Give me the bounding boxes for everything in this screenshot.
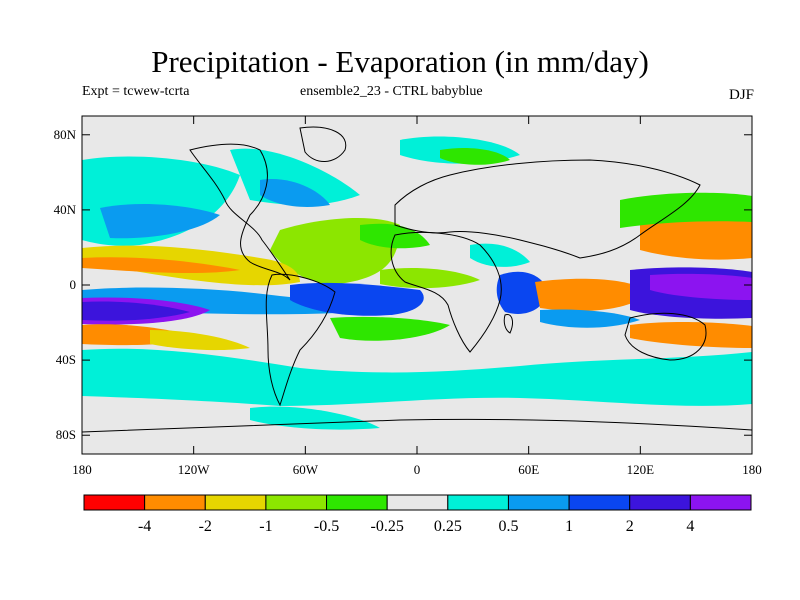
colorbar-label: 2 — [626, 518, 634, 535]
lon-tick-label: 0 — [414, 462, 421, 477]
field-atl-eq-green — [380, 268, 480, 289]
colorbar-swatch — [326, 494, 388, 511]
field-npacific-blue — [100, 204, 220, 239]
colorbar-swatch — [144, 494, 206, 511]
colorbar-swatch — [568, 494, 631, 511]
field-southern-ocean — [82, 348, 752, 406]
field-africa-cyan — [470, 243, 530, 267]
colorbar-label: 4 — [686, 518, 694, 535]
coastlines — [82, 126, 752, 433]
field-nwpac-orange — [640, 215, 752, 260]
colorbar-swatch — [447, 494, 509, 511]
lat-tick-label: 80S — [56, 427, 76, 442]
colorbar-label: -0.25 — [371, 518, 404, 535]
lon-tick-label: 120W — [178, 462, 211, 477]
lon-tick-label: 180 — [742, 462, 762, 477]
field-natl-blue — [260, 179, 330, 207]
field-io-orange — [535, 278, 650, 311]
colorbar-label: -2 — [199, 518, 212, 535]
lat-axis: 80N 40N 0 40S 80S — [54, 127, 752, 442]
colorbar-swatch — [629, 494, 691, 511]
colorbar-swatch — [386, 494, 449, 511]
field-samerica-blue — [290, 282, 424, 316]
coast-africa — [390, 231, 502, 353]
expt-label: Expt = tcwew-tcrta — [82, 84, 190, 99]
season-label: DJF — [728, 87, 754, 103]
lon-tick-label: 120E — [627, 462, 655, 477]
lat-tick-label: 0 — [70, 277, 77, 292]
lon-axis: 180 120W 60W 0 60E 120E 180 — [72, 116, 762, 477]
coast-madagascar — [503, 313, 513, 334]
colorbar-swatch — [83, 494, 146, 511]
coast-greenland — [299, 126, 347, 162]
colorbar-label: 0.5 — [498, 518, 518, 535]
field-wpac-violet — [650, 273, 752, 300]
colorbar-swatch — [204, 494, 267, 511]
ensemble-label: ensemble2_23 - CTRL babyblue — [300, 84, 483, 99]
field-satl-green — [330, 316, 450, 341]
field-npac-orange — [82, 257, 240, 274]
field-southern-ocean-2 — [250, 406, 380, 430]
field-aus-orange — [630, 322, 752, 348]
lon-tick-label: 180 — [72, 462, 92, 477]
chart-title: Precipitation - Evaporation (in mm/day) — [151, 44, 649, 79]
coast-north-america — [189, 143, 291, 281]
field-nwpac-green — [620, 192, 752, 228]
lat-tick-label: 80N — [54, 127, 77, 142]
lon-tick-label: 60E — [518, 462, 539, 477]
lat-tick-label: 40N — [54, 202, 77, 217]
coast-europe-asia — [394, 159, 701, 259]
colorbar-swatch — [265, 494, 328, 511]
lat-tick-label: 40S — [56, 352, 76, 367]
lon-tick-label: 60W — [293, 462, 319, 477]
coast-australia — [624, 312, 707, 361]
colorbar: -4 -2 -1 -0.5 -0.25 0.25 0.5 1 2 4 — [83, 494, 752, 535]
colorbar-label: -0.5 — [314, 518, 339, 535]
coast-south-america — [265, 273, 336, 407]
colorbar-label: -4 — [138, 518, 151, 535]
colorbar-swatch — [507, 494, 570, 511]
field-io-south — [540, 309, 640, 328]
field-pac-eq-deep — [82, 301, 190, 321]
coast-antarctica — [82, 418, 752, 433]
colorbar-label: 0.25 — [434, 518, 462, 535]
colorbar-label: 1 — [565, 518, 573, 535]
colorbar-swatch — [689, 494, 752, 511]
field-spac-yellow — [150, 330, 250, 351]
field-arctic-green — [440, 148, 510, 165]
colorbar-label: -1 — [259, 518, 272, 535]
